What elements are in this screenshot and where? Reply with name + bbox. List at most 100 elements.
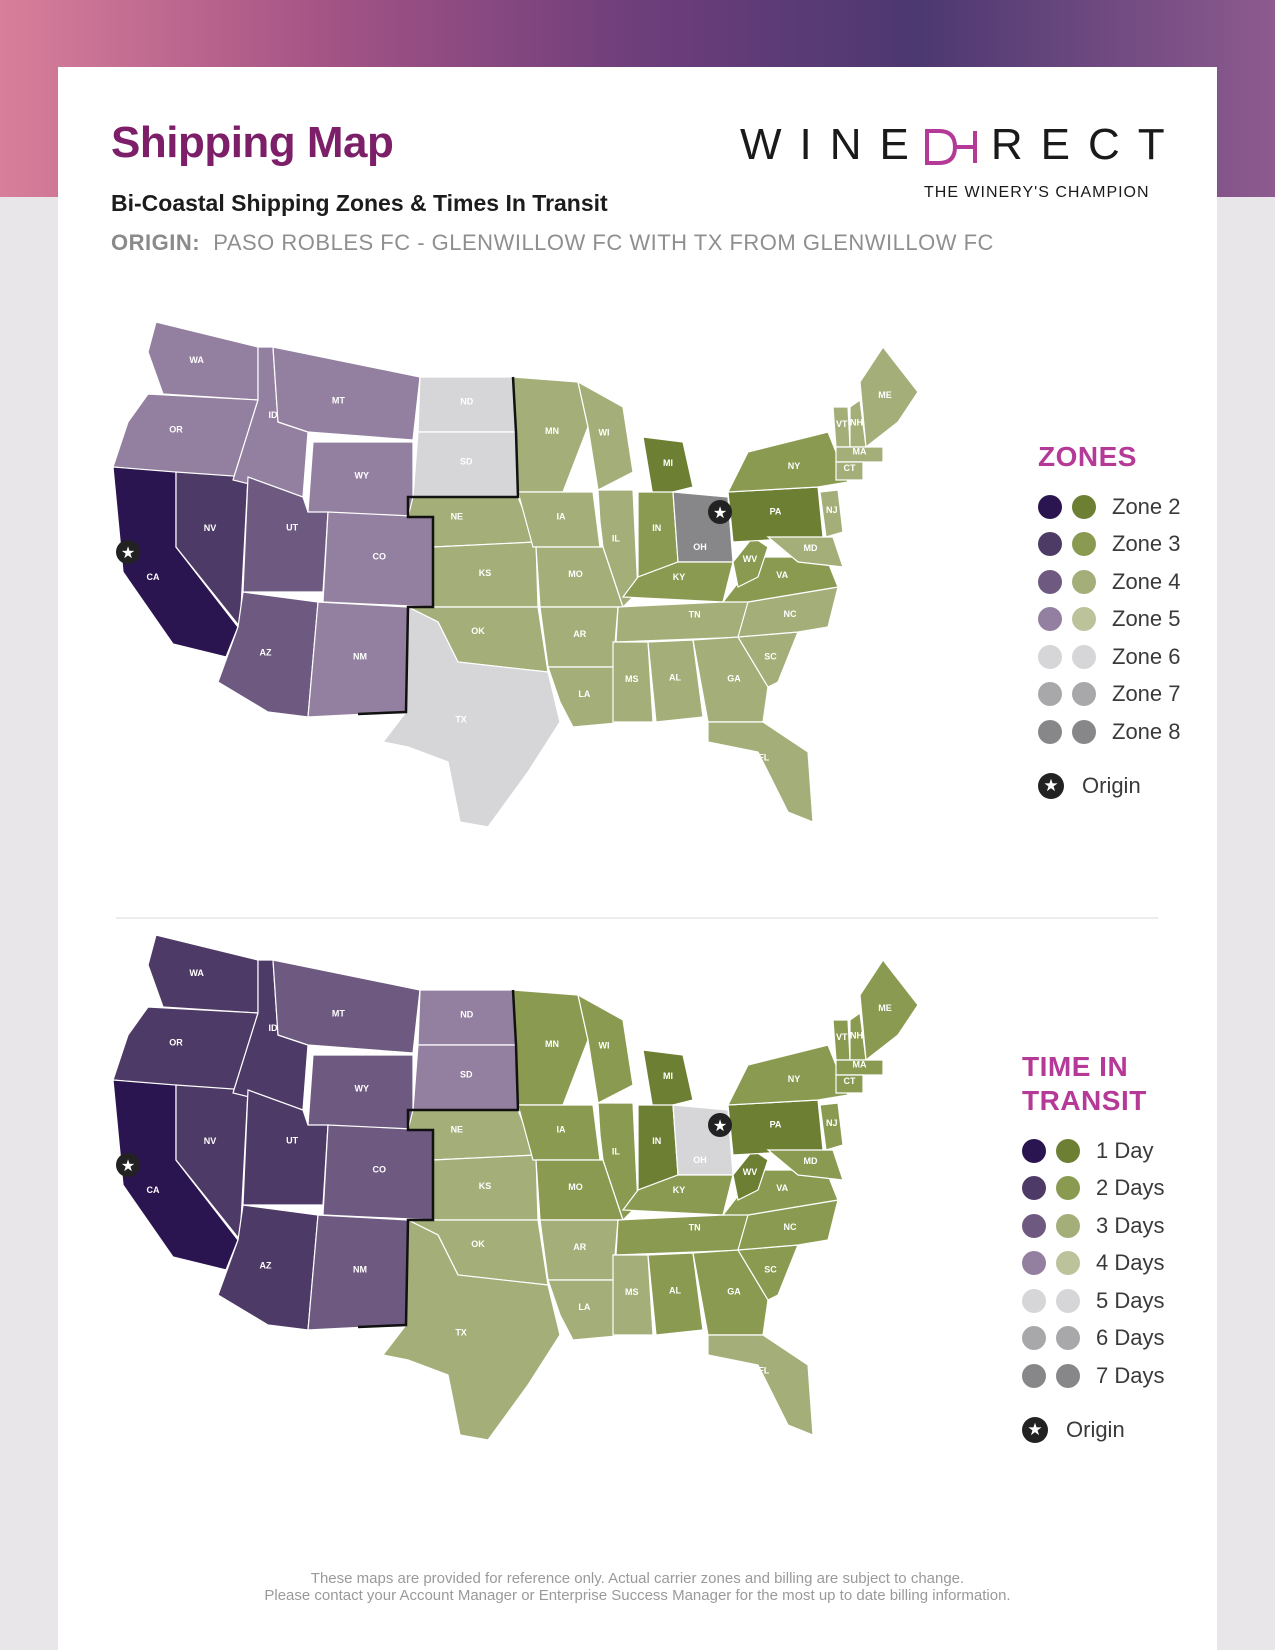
state-label-fl: FL [758, 1366, 769, 1376]
state-label-ma: MA [853, 447, 867, 457]
transit-legend: TIME IN TRANSIT 1 Day 2 Days 3 Days 4 Days 5… [1022, 1050, 1164, 1443]
state-ma [835, 1059, 884, 1076]
zones_legend-row: Zone 8 [1038, 713, 1181, 751]
state-label-wy: WY [355, 470, 370, 480]
state-label-nm: NM [353, 1265, 367, 1275]
zones_legend-label: Zone 3 [1112, 531, 1181, 557]
state-tx [381, 1219, 561, 1441]
origin-star-icon: ★ [1022, 1416, 1048, 1443]
state-label-nj: NJ [826, 505, 838, 515]
zones_legend-label: Zone 4 [1112, 568, 1181, 594]
state-label-in: IN [652, 523, 661, 533]
zones_legend-label: Zone 6 [1112, 643, 1181, 669]
east-swatch-icon [1072, 494, 1096, 519]
state-label-or: OR [169, 425, 183, 435]
zones_legend-row: Zone 2 [1038, 488, 1181, 526]
logo-text-left: WINE [740, 120, 927, 169]
state-label-md: MD [804, 543, 818, 553]
state-label-ne: NE [451, 512, 464, 522]
transit_legend-label: 7 Days [1096, 1362, 1165, 1388]
state-la [547, 1279, 629, 1341]
state-label-ar: AR [573, 629, 586, 639]
east-swatch-icon [1056, 1176, 1080, 1201]
west-swatch-icon [1038, 494, 1062, 519]
transit_legend-row: 1 Day [1022, 1132, 1164, 1170]
state-label-ms: MS [625, 1287, 639, 1297]
east-swatch-icon [1056, 1288, 1080, 1313]
coastal-split-line [357, 989, 520, 1329]
page-subtitle: Bi-Coastal Shipping Zones & Times In Tra… [111, 190, 608, 216]
state-label-wv: WV [743, 1167, 758, 1177]
state-label-tn: TN [689, 610, 701, 620]
transit_legend-label: 4 Days [1096, 1250, 1165, 1276]
footer-disclaimer: These maps are provided for reference on… [0, 1570, 1275, 1604]
state-label-fl: FL [758, 753, 769, 763]
state-label-mi: MI [663, 458, 673, 468]
zones_legend-label: Zone 8 [1112, 718, 1181, 744]
transit-legend-title: TIME IN TRANSIT [1022, 1051, 1147, 1116]
west-swatch-icon [1038, 607, 1062, 632]
state-label-mt: MT [332, 396, 345, 406]
state-ny [727, 1044, 849, 1106]
state-or [112, 393, 259, 481]
east-swatch-icon [1056, 1138, 1080, 1163]
state-label-az: AZ [260, 1260, 272, 1270]
state-label-sc: SC [764, 652, 777, 662]
transit_legend-row: 2 Days [1022, 1170, 1164, 1208]
west-swatch-icon [1038, 532, 1062, 557]
logo-di-mark-icon [924, 129, 977, 166]
state-label-az: AZ [260, 647, 272, 657]
state-mt [272, 346, 421, 441]
state-label-co: CO [373, 552, 387, 562]
state-label-mi: MI [663, 1071, 673, 1081]
state-label-me: ME [878, 1003, 892, 1013]
state-label-oh: OH [693, 542, 707, 552]
state-label-tx: TX [455, 714, 467, 724]
state-nj [819, 1102, 844, 1151]
zones_legend-label: Zone 5 [1112, 606, 1181, 632]
state-label-ks: KS [479, 568, 492, 578]
state-label-ct: CT [844, 1076, 856, 1086]
zones_legend-row: Zone 7 [1038, 676, 1181, 714]
transit_legend-label: 2 Days [1096, 1175, 1165, 1201]
transit_legend-row: 5 Days [1022, 1282, 1164, 1320]
logo-tagline: THE WINERY'S CHAMPION [924, 184, 1150, 201]
state-label-nv: NV [204, 1136, 217, 1146]
state-label-la: LA [578, 1302, 590, 1312]
transit-map: WA OR CA NV ID MT WY UT AZ CO NM ND SD NE KS OK TX MN IA MO… [112, 935, 919, 1441]
zones_legend-label: Zone 7 [1112, 681, 1181, 707]
east-swatch-icon [1072, 644, 1096, 669]
logo-text-right: RECT [990, 120, 1183, 169]
state-ky [621, 561, 734, 603]
zones-legend-title: ZONES [1038, 441, 1137, 472]
state-label-vt: VT [836, 1032, 848, 1042]
zones_legend-label: Zone 2 [1112, 493, 1181, 519]
footer-line-1: These maps are provided for reference on… [310, 1570, 965, 1587]
west-swatch-icon [1022, 1176, 1046, 1201]
origin-value: PASO ROBLES FC - GLENWILLOW FC WITH TX F… [213, 230, 994, 255]
state-nj [819, 489, 844, 538]
transit_legend-row: 3 Days [1022, 1207, 1164, 1245]
origin-star-icon-oh: ★ [708, 1113, 732, 1137]
state-label-ga: GA [727, 674, 741, 684]
state-label-sc: SC [764, 1265, 777, 1275]
state-label-nd: ND [460, 397, 473, 407]
page-card [58, 67, 1217, 1650]
state-label-me: ME [878, 390, 892, 400]
state-ga [692, 1249, 769, 1336]
state-label-wv: WV [743, 554, 758, 564]
state-label-al: AL [669, 1285, 681, 1295]
transit_legend-label: 1 Day [1096, 1137, 1154, 1163]
state-label-nh: NH [850, 417, 863, 427]
state-label-sd: SD [460, 457, 473, 467]
origin-star-icon-oh: ★ [708, 500, 732, 524]
state-label-co: CO [373, 1165, 387, 1175]
state-label-id: ID [269, 410, 279, 420]
state-label-mt: MT [332, 1009, 345, 1019]
state-label-nj: NJ [826, 1118, 838, 1128]
origin-star-icon: ★ [1038, 772, 1064, 799]
state-label-ks: KS [479, 1181, 492, 1191]
state-wi [577, 380, 634, 491]
state-label-vt: VT [836, 419, 848, 429]
winedirect-logo: WINE RECT [740, 120, 1170, 169]
